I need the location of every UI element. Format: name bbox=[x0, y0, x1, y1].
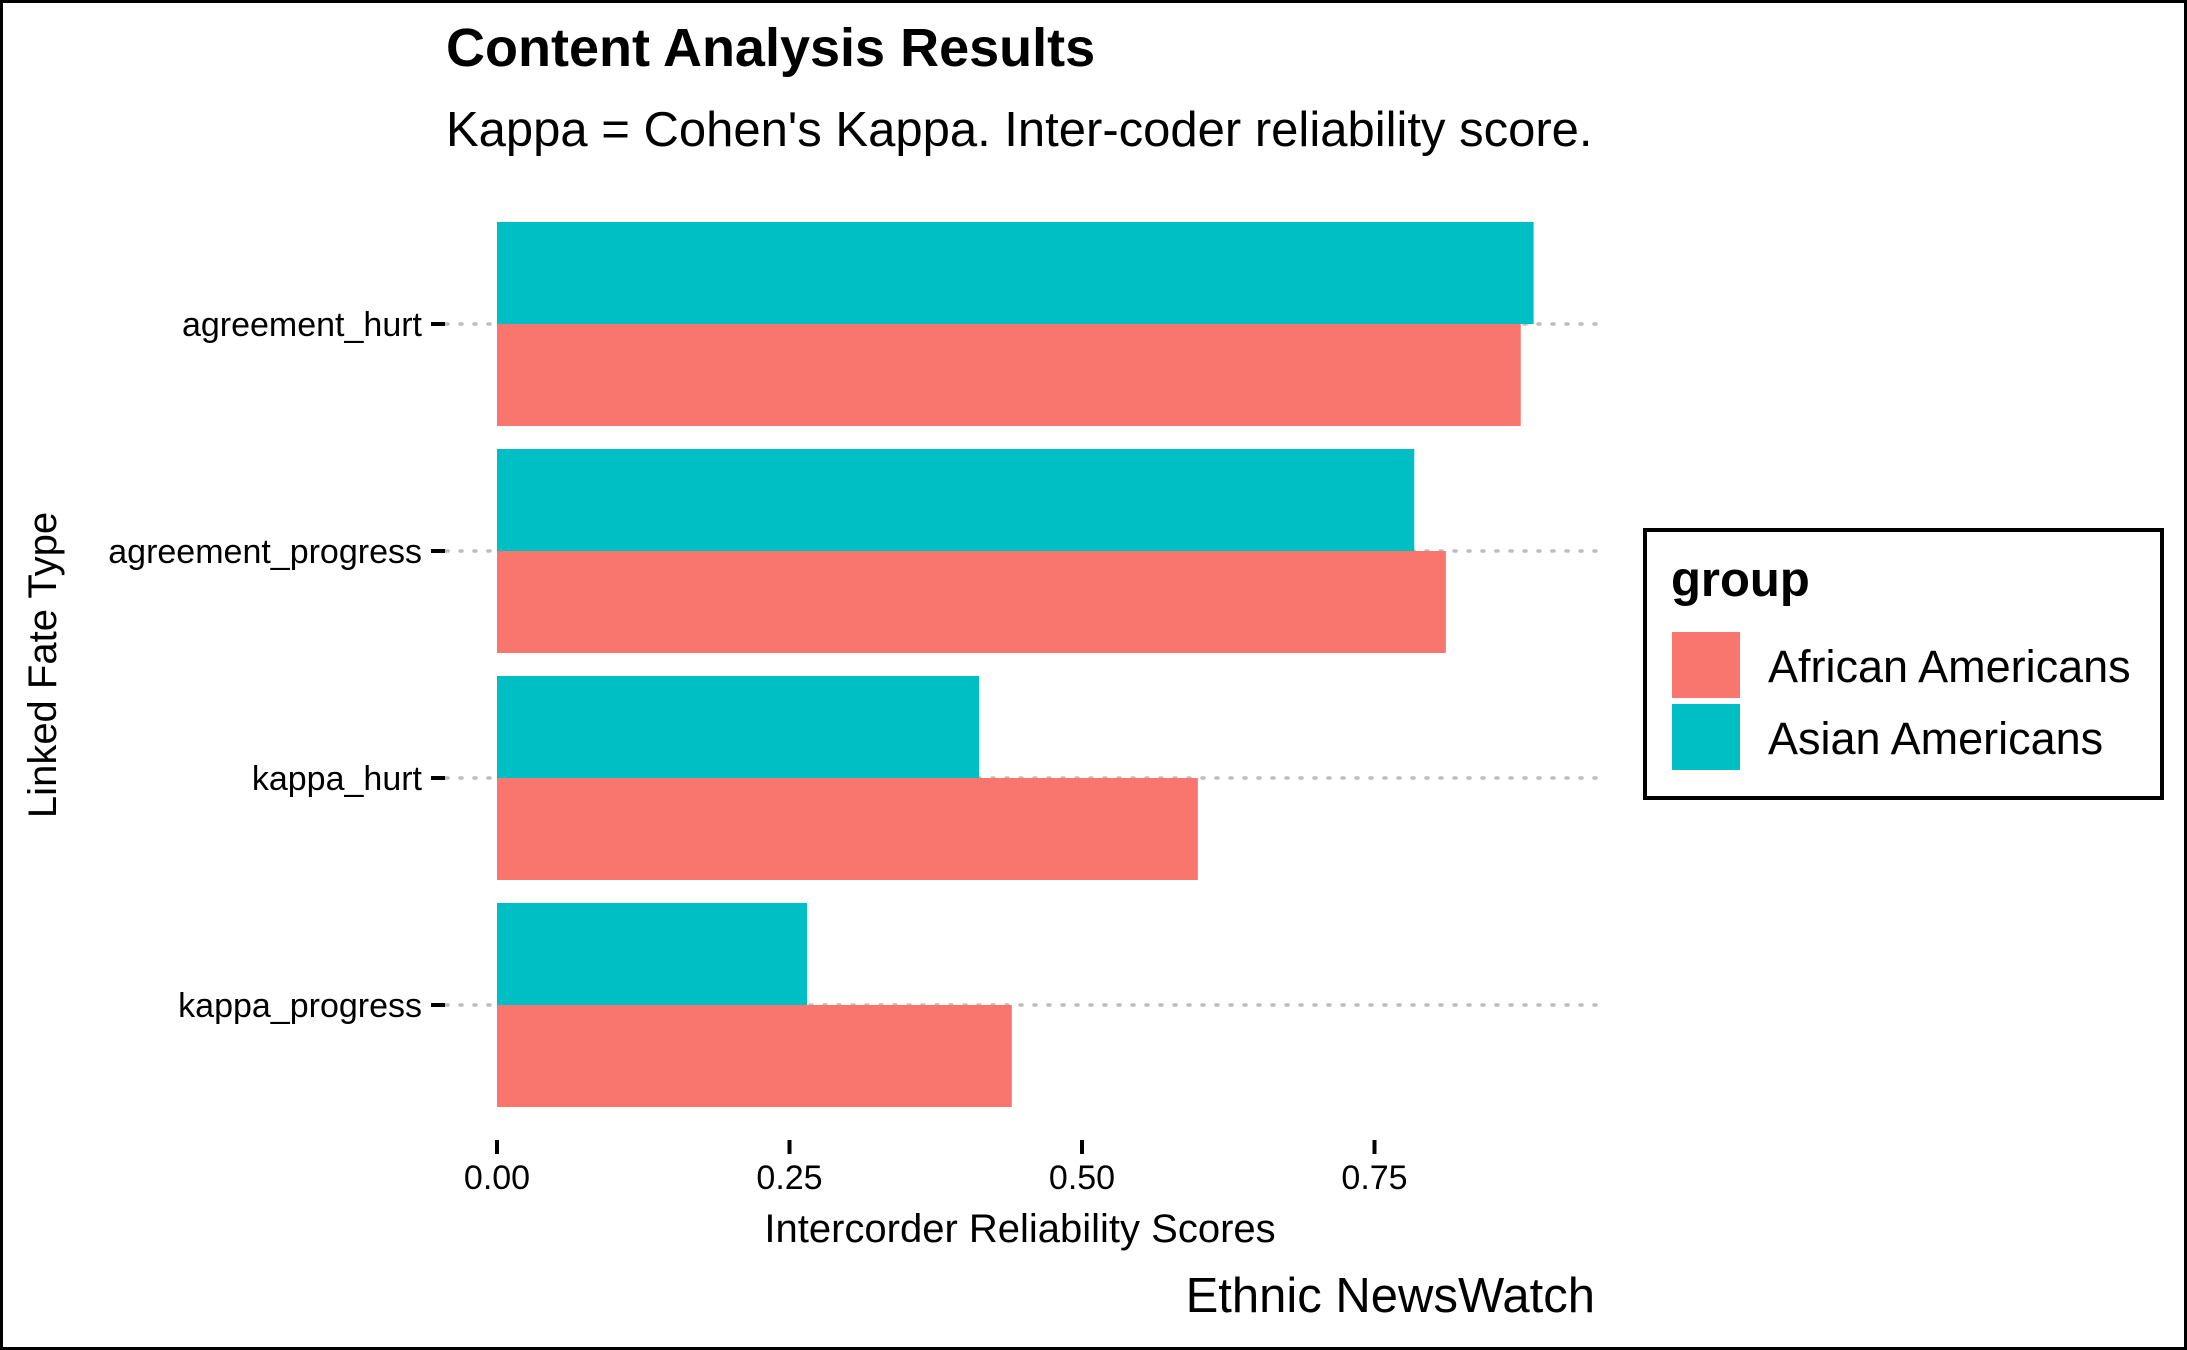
bar-agreement_progress-african-americans bbox=[497, 551, 1446, 653]
x-tick-label: 0.00 bbox=[464, 1159, 530, 1197]
y-tick-label: agreement_hurt bbox=[182, 306, 423, 344]
chart-caption: Ethnic NewsWatch bbox=[1186, 1269, 1595, 1323]
bar-kappa_progress-asian-americans bbox=[497, 903, 808, 1005]
bar-agreement_hurt-african-americans bbox=[497, 324, 1521, 426]
legend-items: African Americans Asian Americans bbox=[1672, 632, 2131, 770]
x-axis-title: Intercorder Reliability Scores bbox=[764, 1207, 1275, 1251]
chart-title: Content Analysis Results bbox=[446, 18, 1095, 78]
bar-kappa_hurt-asian-americans bbox=[497, 676, 980, 778]
legend-title: group bbox=[1671, 553, 1810, 607]
bar-kappa_hurt-african-americans bbox=[497, 778, 1198, 880]
bar-kappa_progress-african-americans bbox=[497, 1005, 1012, 1107]
y-tick-label: kappa_hurt bbox=[252, 760, 423, 798]
legend-key-african-americans bbox=[1672, 632, 1740, 698]
legend-key-asian-americans bbox=[1672, 704, 1740, 770]
y-tick-label: kappa_progress bbox=[178, 987, 422, 1025]
chart-subtitle: Kappa = Cohen's Kappa. Inter-coder relia… bbox=[446, 103, 1593, 157]
x-tick-label: 0.75 bbox=[1341, 1159, 1407, 1197]
bars bbox=[497, 222, 1534, 1107]
legend-label: Asian Americans bbox=[1768, 713, 2103, 764]
legend-label: African Americans bbox=[1768, 641, 2131, 692]
y-axis-title: Linked Fate Type bbox=[21, 512, 65, 818]
bar-agreement_progress-asian-americans bbox=[497, 449, 1415, 551]
x-tick-label: 0.25 bbox=[756, 1159, 822, 1197]
x-tick-label: 0.50 bbox=[1049, 1159, 1115, 1197]
x-axis: 0.00 0.25 0.50 0.75 bbox=[464, 1140, 1408, 1197]
y-tick-label: agreement_progress bbox=[108, 533, 422, 571]
y-axis: agreement_hurt agreement_progress kappa_hu… bbox=[108, 306, 445, 1025]
bar-agreement_hurt-asian-americans bbox=[497, 222, 1534, 324]
legend: group African Americans Asian Americans bbox=[1643, 528, 2164, 800]
